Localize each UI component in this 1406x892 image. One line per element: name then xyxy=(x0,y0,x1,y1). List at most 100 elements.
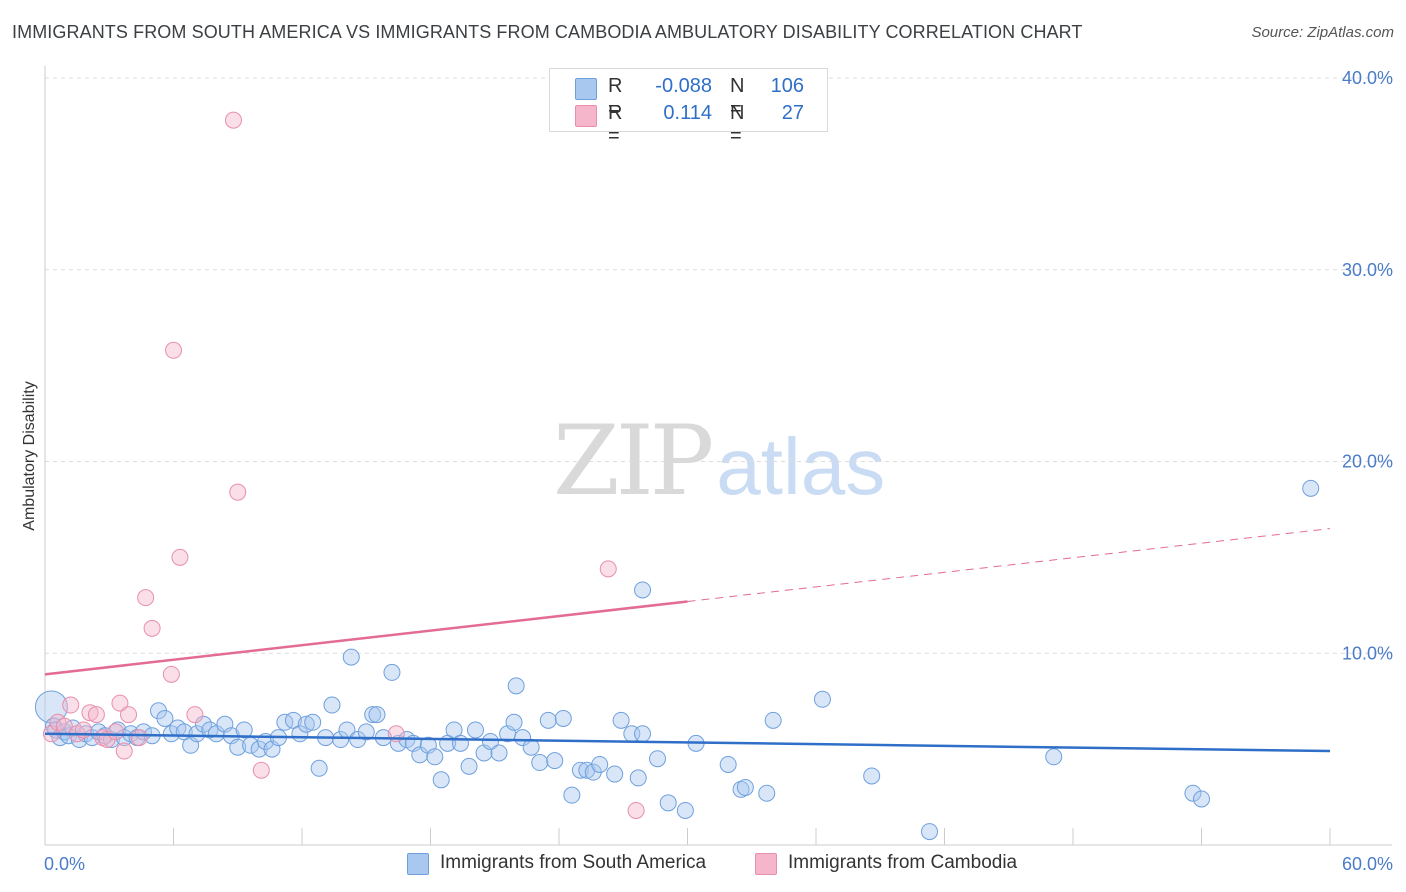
trend-line xyxy=(44,600,688,676)
data-point xyxy=(591,755,609,773)
data-point xyxy=(531,754,549,772)
x-tick-label: 60.0% xyxy=(1342,854,1393,874)
data-point xyxy=(304,713,322,731)
data-point xyxy=(736,778,754,796)
data-points xyxy=(34,111,1320,841)
legend-swatch-cambodia xyxy=(575,105,597,127)
data-point xyxy=(466,721,484,739)
axis-labels: 10.0% 20.0% 30.0% 40.0% 0.0% 60.0% Ambulatory … xyxy=(21,68,1393,874)
data-point xyxy=(111,694,129,712)
data-point xyxy=(120,706,138,724)
y-axis-label: Ambulatory Disability xyxy=(21,381,38,530)
data-point xyxy=(732,780,750,798)
legend-n-label: N = xyxy=(730,102,745,147)
data-point xyxy=(606,765,624,783)
data-point xyxy=(87,706,105,724)
data-point xyxy=(634,725,652,743)
legend-n-label: N = xyxy=(730,75,745,120)
data-point xyxy=(546,752,564,770)
data-point xyxy=(629,769,647,787)
data-point xyxy=(719,755,737,773)
data-point xyxy=(432,771,450,789)
y-tick-label: 10.0% xyxy=(1342,643,1393,663)
y-tick-label: 40.0% xyxy=(1342,68,1393,88)
data-point xyxy=(276,713,294,731)
legend-n-value: 106 xyxy=(770,75,804,97)
watermark-atlas: atlas xyxy=(716,422,886,511)
data-point xyxy=(676,801,694,819)
data-point xyxy=(342,648,360,666)
data-point xyxy=(554,709,572,727)
data-point xyxy=(143,619,161,637)
source-label: Source: ZipAtlas.com xyxy=(1251,24,1394,41)
axes xyxy=(44,66,1392,846)
data-point xyxy=(490,744,508,762)
legend-r-label: R = xyxy=(608,75,623,120)
data-point xyxy=(758,784,776,802)
watermark: ZIPatlas xyxy=(553,405,885,517)
data-point xyxy=(165,341,182,359)
data-point xyxy=(62,696,80,714)
data-point xyxy=(235,721,253,739)
data-point xyxy=(224,111,242,129)
data-point xyxy=(156,709,174,727)
data-point xyxy=(863,767,881,785)
x-tick-label: 0.0% xyxy=(44,854,85,874)
legend-label-cambodia: Immigrants from Cambodia xyxy=(788,852,1018,873)
trend-line-extension xyxy=(687,528,1331,602)
y-tick-label: 20.0% xyxy=(1342,452,1393,472)
series-cambodia xyxy=(42,111,645,819)
data-point xyxy=(188,725,206,743)
data-point xyxy=(310,759,328,777)
data-point xyxy=(383,663,401,681)
data-point xyxy=(297,715,315,733)
data-point xyxy=(426,748,444,766)
legend-label-south-america: Immigrants from South America xyxy=(440,852,707,873)
data-point xyxy=(171,548,189,566)
data-point xyxy=(252,761,270,779)
data-point xyxy=(1193,790,1210,808)
data-point xyxy=(411,746,429,764)
data-point xyxy=(507,677,525,695)
data-point xyxy=(1045,748,1063,766)
grid-lines xyxy=(45,77,1392,654)
data-point xyxy=(764,711,782,729)
data-point xyxy=(194,715,212,733)
data-point xyxy=(634,581,652,599)
y-tick-label: 30.0% xyxy=(1342,260,1393,280)
data-point xyxy=(627,801,645,819)
data-point xyxy=(186,706,204,724)
legend-n-value: 27 xyxy=(781,102,804,124)
data-point xyxy=(357,723,375,741)
data-point xyxy=(813,690,831,708)
data-point xyxy=(162,665,180,683)
data-point xyxy=(81,704,99,722)
data-point xyxy=(229,483,247,501)
data-point xyxy=(207,725,225,743)
data-point xyxy=(514,729,532,747)
data-point xyxy=(599,560,617,578)
legend-r-label: R = xyxy=(608,102,623,147)
data-point xyxy=(460,757,478,775)
data-point xyxy=(921,823,939,841)
data-point xyxy=(1302,479,1320,497)
data-point xyxy=(481,732,499,750)
data-point xyxy=(162,725,180,743)
series-legend: Immigrants from South America Immigrants… xyxy=(0,852,1406,878)
data-point xyxy=(115,742,133,760)
legend-r-value: -0.088 xyxy=(655,75,712,97)
data-point xyxy=(137,589,155,607)
data-point xyxy=(505,713,523,731)
data-point xyxy=(659,794,677,812)
data-point xyxy=(323,696,341,714)
data-point xyxy=(107,723,125,741)
data-point xyxy=(539,711,557,729)
chart-title: IMMIGRANTS FROM SOUTH AMERICA VS IMMIGRA… xyxy=(12,22,1083,42)
trend-line xyxy=(44,732,1331,753)
data-point xyxy=(229,738,247,756)
trend-lines xyxy=(44,528,1331,753)
data-point xyxy=(332,731,350,749)
data-point xyxy=(1184,784,1202,802)
legend-swatch-south-america xyxy=(407,853,429,875)
data-point xyxy=(649,750,667,768)
